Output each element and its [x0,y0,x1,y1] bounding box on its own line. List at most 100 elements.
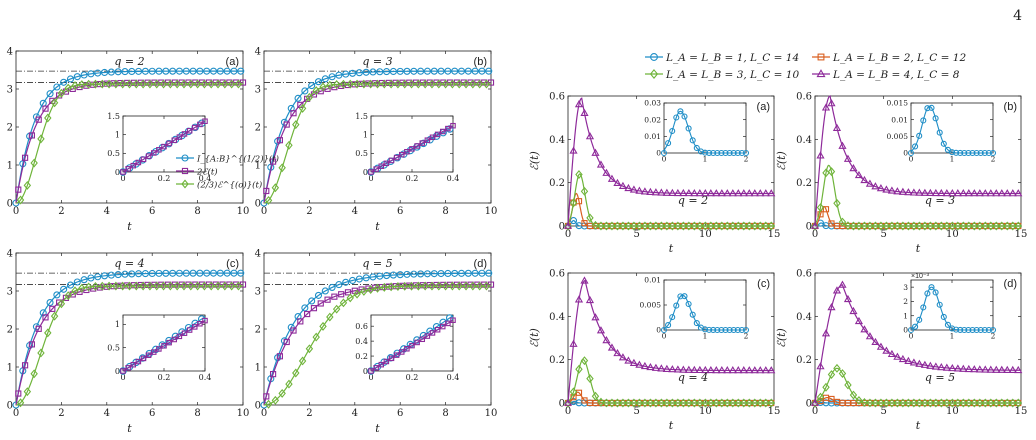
x-tick-label: 2 [58,408,64,419]
data-point [739,189,748,197]
data-point [78,80,86,90]
data-point [723,366,732,374]
data-point [186,127,193,134]
data-point [932,289,939,296]
data-point [448,281,457,291]
data-point [608,221,616,231]
data-point [585,295,595,304]
data-point [197,320,203,327]
data-point [909,188,918,196]
data-point [876,184,886,192]
data-point [761,366,770,374]
data-point [409,146,415,152]
data-point [414,143,420,149]
data-point [444,67,452,75]
data-point [915,221,924,231]
x-tick-label: 2 [744,332,749,341]
data-point [882,346,891,354]
data-point [161,143,167,150]
data-point [597,397,605,407]
data-point [767,398,775,408]
x-tick-label: 0 [368,373,373,382]
data-point [414,339,420,346]
x-axis-label: t [916,419,921,432]
data-point [904,398,913,408]
data-point [855,395,863,405]
data-point [398,349,405,355]
x-tick-label: 5 [880,406,886,417]
data-point [630,221,638,231]
data-point [424,137,431,143]
data-point [285,140,293,150]
data-point [959,398,968,408]
data-point [652,221,660,231]
y-tick-label: 0 [903,149,908,158]
series-line [567,173,774,227]
data-point [107,271,115,279]
data-point [607,174,617,182]
data-point [451,269,459,277]
data-point [475,281,484,291]
data-point [646,221,655,231]
data-point [301,87,309,95]
data-point [435,281,443,291]
data-point [373,365,379,371]
data-point [448,79,457,89]
data-point [591,148,600,156]
data-point [276,137,283,144]
data-point [214,79,222,89]
y-tick-label: 0.5 [107,343,120,352]
data-point [998,398,1006,408]
y-tick-label: 0.6 [549,269,565,280]
y-tick-label: 0.015 [887,99,909,108]
x-tick-label: 4 [104,408,110,419]
data-point [986,365,995,373]
data-point [722,326,729,334]
y-tick-label: 2 [7,325,13,336]
data-point [37,134,45,144]
data-point [120,368,126,374]
x-axis-label: t [127,220,132,233]
data-point [119,168,127,176]
data-point [118,281,127,291]
y-tick-label: 0.03 [644,99,661,108]
data-point [348,276,357,285]
data-point [396,271,404,279]
data-point [646,398,655,408]
data-point [992,221,1000,231]
x-tick-label: 10 [946,406,959,417]
data-point [740,221,748,231]
data-point [146,79,154,89]
data-point [308,82,316,90]
data-point [462,281,470,291]
data-point [602,168,611,176]
y-tick-label: 1.5 [107,112,120,121]
data-point [369,68,377,76]
data-point [827,99,836,107]
data-point [948,398,957,408]
data-point [84,282,93,292]
data-point [169,67,177,75]
data-point [624,183,633,192]
data-point [435,79,443,89]
data-point [674,398,682,408]
data-point [574,100,584,108]
data-point [434,131,441,138]
data-point [767,221,775,231]
data-point [726,326,733,334]
data-point [162,67,170,75]
data-point [970,398,979,408]
data-point [926,221,935,231]
data-point [428,281,436,291]
data-point [926,398,935,408]
y-tick-label: 0.2 [549,178,565,189]
y-tick-label: 0.6 [796,269,812,280]
data-point [383,272,391,280]
data-point [669,127,676,135]
data-point [87,274,95,282]
data-point [394,79,402,89]
data-point [597,221,605,231]
data-point [931,188,940,197]
right-legend: L_A = L_B = 1, L_C = 14 L_A = L_B = 2, L_… [645,52,966,81]
